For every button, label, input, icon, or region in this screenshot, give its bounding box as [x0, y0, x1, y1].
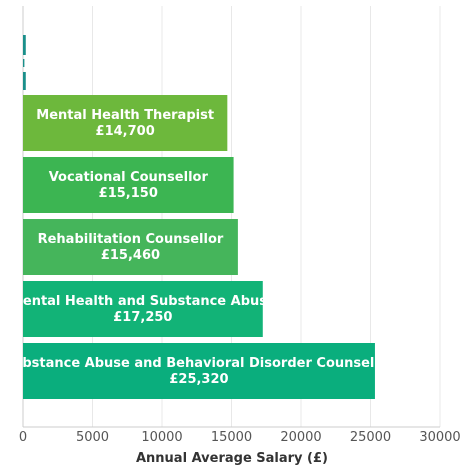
bar-label-value: £14,700: [96, 124, 155, 139]
bar: [23, 281, 263, 337]
bar-label-name: Rehabilitation Counsellor: [38, 232, 224, 247]
bar-label-value: £17,250: [113, 310, 172, 325]
bar-label-name: Mental Health Therapist: [36, 108, 214, 123]
x-tick-label: 10000: [141, 430, 182, 445]
bars: Substance Abuse and Behavioral Disorder …: [4, 35, 395, 399]
bar: [23, 343, 375, 399]
bar-clipped: [23, 35, 26, 55]
x-tick-label: 15000: [211, 430, 252, 445]
bar-clipped-mark: [23, 59, 25, 67]
bar-label-value: £25,320: [169, 372, 228, 387]
gridlines: [22, 6, 441, 427]
bar: [23, 95, 228, 151]
x-tick-labels: 0 5000 10000 15000 20000 25000 30000: [19, 430, 461, 445]
x-axis-title: Annual Average Salary (£): [136, 451, 328, 466]
bar-clipped: [23, 72, 26, 90]
bar: [23, 219, 238, 275]
bar: [23, 157, 234, 213]
x-tick-label: 20000: [280, 430, 321, 445]
x-tick-label: 25000: [350, 430, 391, 445]
x-tick-label: 30000: [419, 430, 460, 445]
bar-label-name: Vocational Counsellor: [49, 170, 209, 185]
x-tick-label: 0: [19, 430, 27, 445]
x-tick-label: 5000: [76, 430, 109, 445]
bar-label-name: Substance Abuse and Behavioral Disorder …: [4, 356, 395, 371]
bar-label-value: £15,460: [101, 248, 160, 263]
bar-label-name: Mental Health and Substance Abuse: [10, 294, 276, 309]
bar-label-value: £15,150: [99, 186, 158, 201]
